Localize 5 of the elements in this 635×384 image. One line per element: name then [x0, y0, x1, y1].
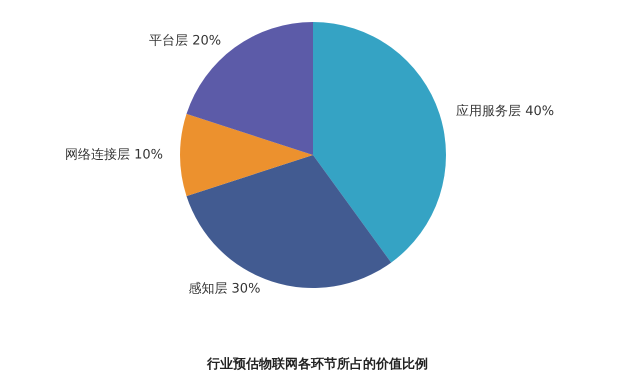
slice-label: 平台层 20% [149, 33, 222, 48]
slice-label: 感知层 30% [188, 282, 260, 297]
slice-label: 网络连接层 10% [64, 148, 163, 162]
text: 行业预估物联网各环节所占的价值比例 [206, 356, 428, 372]
slice-label: 应用服务层 40% [456, 102, 554, 119]
